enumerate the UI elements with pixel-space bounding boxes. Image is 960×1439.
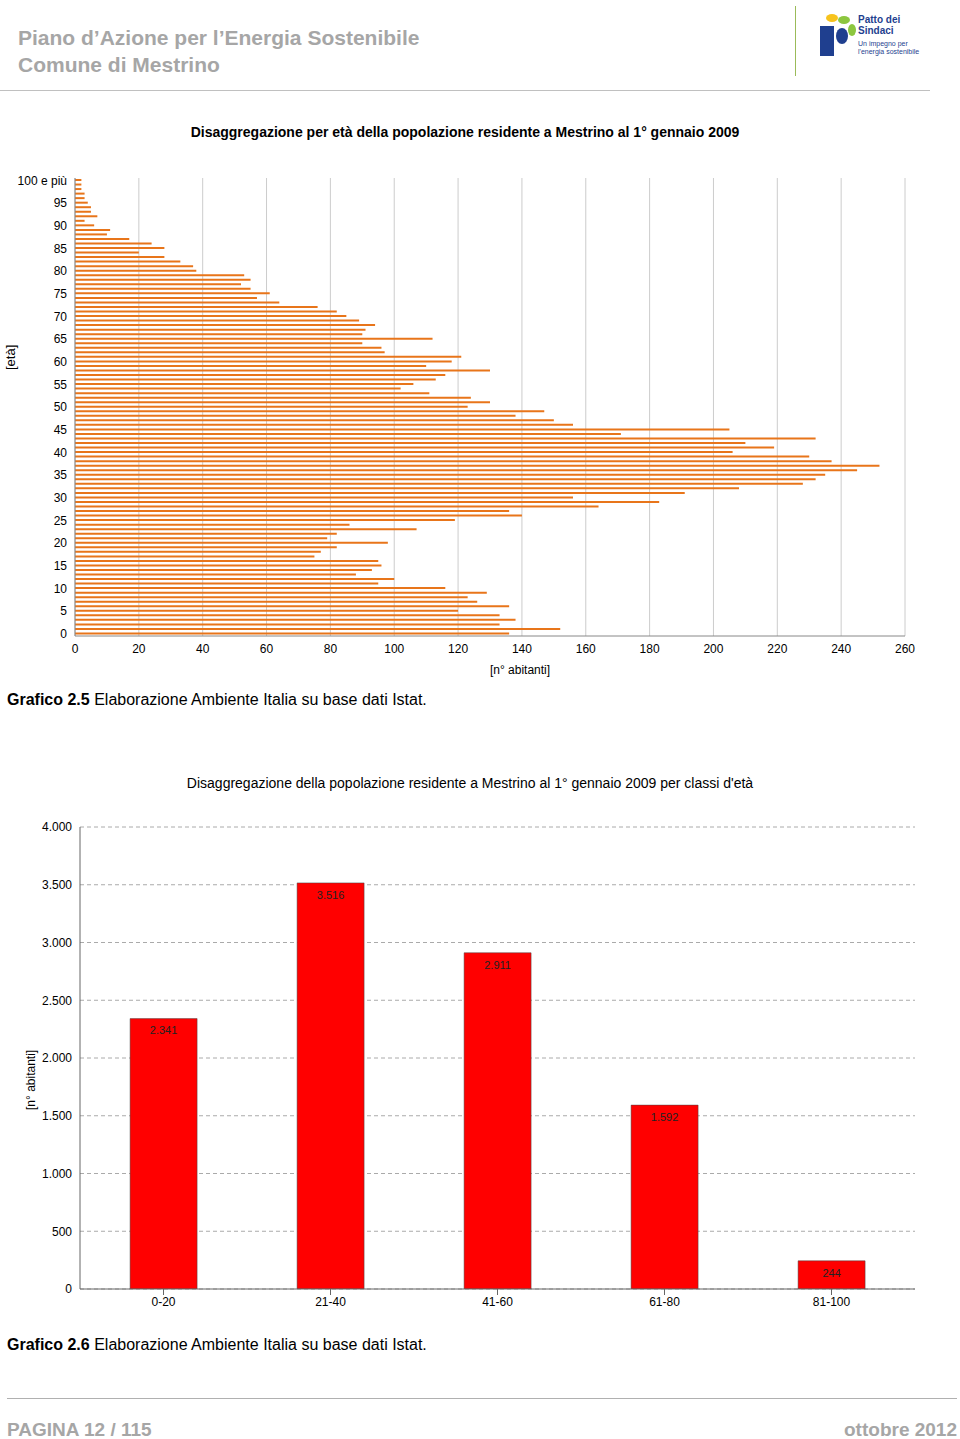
svg-text:1.000: 1.000 (42, 1167, 72, 1181)
svg-text:0: 0 (65, 1282, 72, 1296)
svg-text:500: 500 (52, 1225, 72, 1239)
svg-text:21-40: 21-40 (315, 1295, 346, 1309)
html-text:[n° abitanti]: [n° abitanti] (24, 1049, 38, 1110)
svg-text:3.516: 3.516 (317, 889, 345, 901)
svg-text:15: 15 (54, 559, 68, 573)
html-text:PAGINA 12 / 115: PAGINA 12 / 115 (7, 1419, 152, 1439)
svg-text:3.000: 3.000 (42, 936, 72, 950)
svg-text:80: 80 (324, 642, 338, 656)
html-text:[n° abitanti]: [n° abitanti] (489, 663, 551, 677)
svg-text:10: 10 (54, 582, 68, 596)
svg-text:60: 60 (54, 355, 68, 369)
svg-text:41-60: 41-60 (482, 1295, 513, 1309)
svg-text:100 e più: 100 e più (18, 174, 67, 188)
svg-text:244: 244 (822, 1267, 840, 1279)
svg-text:60: 60 (260, 642, 274, 656)
svg-text:61-80: 61-80 (649, 1295, 680, 1309)
svg-text:25: 25 (54, 514, 68, 528)
html-text:Disaggregazione per età della: Disaggregazione per età della popolazion… (190, 124, 740, 140)
svg-text:35: 35 (54, 468, 68, 482)
html-text:Un impegno per: Un impegno per (858, 40, 908, 47)
svg-text:180: 180 (640, 642, 660, 656)
html-text:Grafico 2.5 Elaborazione Ambie: Grafico 2.5 Elaborazione Ambiente Italia… (7, 691, 427, 708)
svg-text:70: 70 (54, 310, 68, 324)
svg-text:65: 65 (54, 332, 68, 346)
html-text:[età]: [età] (3, 344, 18, 370)
svg-text:55: 55 (54, 378, 68, 392)
html-text:Sindaci: Sindaci (858, 25, 894, 36)
html-text:l'energia sostenibile: l'energia sostenibile (858, 48, 920, 55)
svg-text:260: 260 (895, 642, 915, 656)
svg-text:2.341: 2.341 (150, 1024, 178, 1036)
svg-text:4.000: 4.000 (42, 820, 72, 834)
svg-text:40: 40 (54, 446, 68, 460)
svg-text:30: 30 (54, 491, 68, 505)
html-text:Disaggregazione della popolazi: Disaggregazione della popolazione reside… (186, 775, 754, 791)
html-text:Piano d’Azione per l’Energia S: Piano d’Azione per l’Energia Sostenibile (18, 26, 420, 49)
html-text:Patto dei: Patto dei (858, 14, 901, 25)
svg-text:100: 100 (384, 642, 404, 656)
svg-text:40: 40 (196, 642, 210, 656)
svg-text:2.000: 2.000 (42, 1051, 72, 1065)
svg-text:0-20: 0-20 (151, 1295, 175, 1309)
svg-text:240: 240 (831, 642, 851, 656)
svg-text:140: 140 (512, 642, 532, 656)
svg-text:81-100: 81-100 (813, 1295, 851, 1309)
svg-text:2.911: 2.911 (484, 959, 511, 971)
svg-text:20: 20 (132, 642, 146, 656)
svg-text:160: 160 (576, 642, 596, 656)
svg-text:50: 50 (54, 400, 68, 414)
svg-text:90: 90 (54, 219, 68, 233)
svg-text:85: 85 (54, 242, 68, 256)
html-text:Comune di Mestrino: Comune di Mestrino (18, 53, 220, 76)
svg-text:0: 0 (60, 627, 67, 641)
svg-text:45: 45 (54, 423, 68, 437)
svg-text:95: 95 (54, 196, 68, 210)
svg-text:2.500: 2.500 (42, 994, 72, 1008)
html-text:Grafico 2.6 Elaborazione Ambie: Grafico 2.6 Elaborazione Ambiente Italia… (7, 1336, 427, 1353)
svg-text:20: 20 (54, 536, 68, 550)
svg-text:75: 75 (54, 287, 68, 301)
html-text:ottobre 2012: ottobre 2012 (844, 1419, 957, 1439)
svg-text:0: 0 (72, 642, 79, 656)
svg-text:200: 200 (703, 642, 723, 656)
svg-text:120: 120 (448, 642, 468, 656)
svg-text:80: 80 (54, 264, 68, 278)
svg-text:3.500: 3.500 (42, 878, 72, 892)
svg-text:1.500: 1.500 (42, 1109, 72, 1123)
svg-text:1.592: 1.592 (651, 1111, 679, 1123)
svg-text:220: 220 (767, 642, 787, 656)
svg-text:5: 5 (60, 604, 67, 618)
